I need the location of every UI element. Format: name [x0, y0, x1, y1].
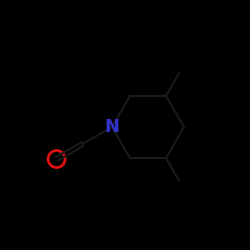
Text: N: N	[104, 118, 120, 136]
